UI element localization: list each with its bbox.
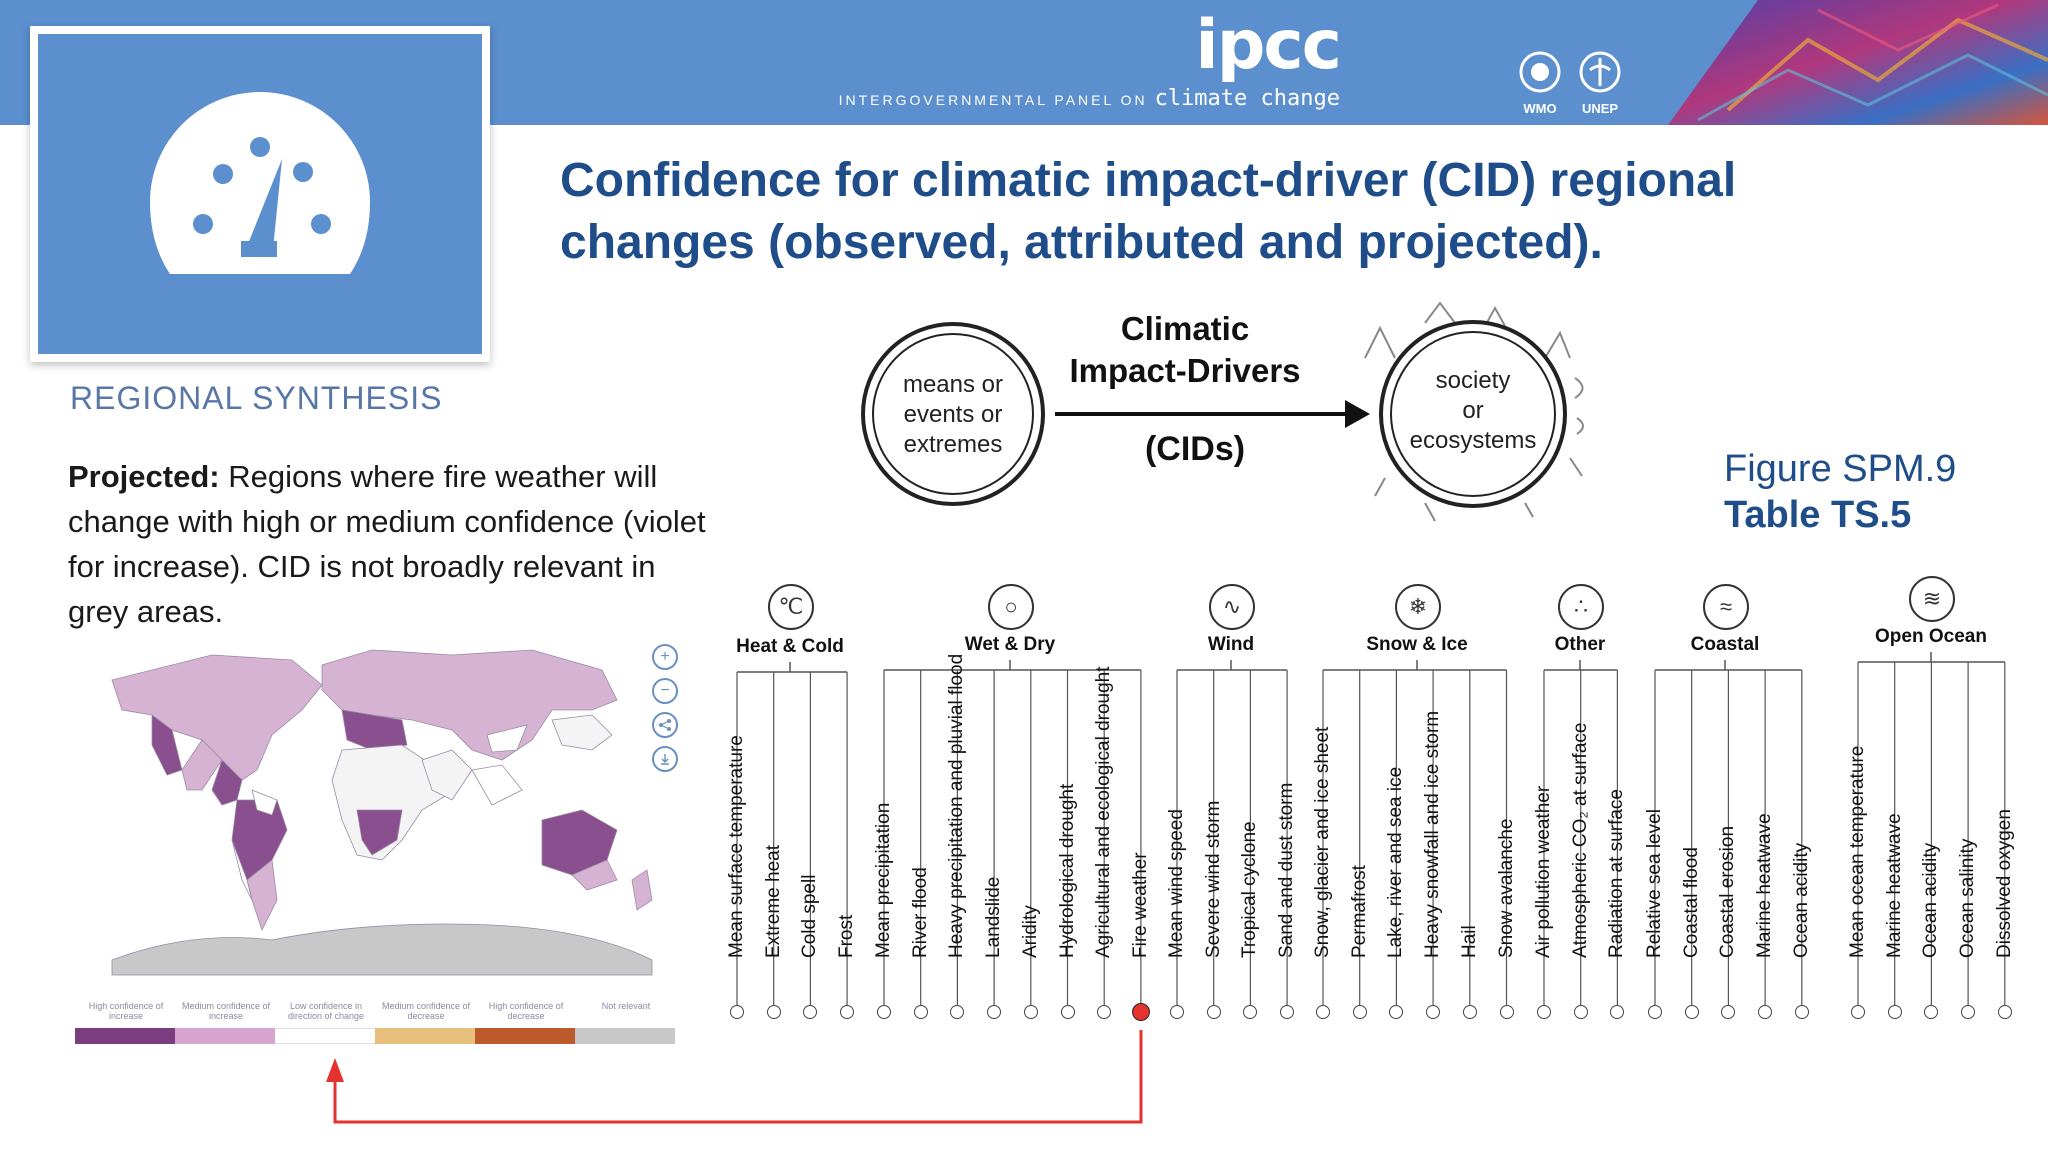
wind-icon: ∿ bbox=[1209, 584, 1255, 630]
legend-swatch-high-increase bbox=[75, 1028, 175, 1044]
legend-swatch-medium-decrease bbox=[375, 1028, 475, 1044]
cid-group-label: Open Ocean bbox=[1875, 626, 1987, 647]
cid-radio[interactable] bbox=[730, 1005, 744, 1019]
cid-radio[interactable] bbox=[1997, 1005, 2012, 1019]
legend-swatch-low-confidence bbox=[275, 1028, 375, 1044]
cid-radio[interactable] bbox=[1721, 1005, 1736, 1019]
cid-radio[interactable] bbox=[1573, 1005, 1588, 1019]
cid-group-label: Coastal bbox=[1690, 634, 1760, 655]
cid-radio[interactable] bbox=[1243, 1005, 1258, 1019]
cid-radio[interactable] bbox=[1426, 1005, 1441, 1019]
cid-radio[interactable] bbox=[1462, 1005, 1477, 1019]
cid-radio[interactable] bbox=[1023, 1005, 1038, 1019]
legend-label-high-increase: High confidence of increase bbox=[88, 1001, 164, 1021]
cid-group-label: Other bbox=[1554, 634, 1606, 655]
cid-group-label: Wind bbox=[1207, 634, 1255, 655]
cid-group-label: Snow & Ice bbox=[1366, 634, 1468, 655]
cid-radio[interactable] bbox=[1499, 1005, 1514, 1019]
page-title: Confidence for climatic impact-driver (C… bbox=[560, 154, 1737, 269]
ocean-waves-icon: ≋ bbox=[1909, 576, 1955, 622]
cid-radio[interactable] bbox=[1851, 1005, 1865, 1019]
legend-swatch-not-relevant bbox=[575, 1028, 675, 1044]
wmo-logo: WMO bbox=[1510, 50, 1570, 116]
legend-label-medium-increase: Medium confidence of increase bbox=[181, 1001, 271, 1021]
cid-group-label: Heat & Cold bbox=[736, 636, 844, 657]
legend-swatch-high-decrease bbox=[475, 1028, 575, 1044]
drivers-circle bbox=[861, 322, 1045, 506]
cid-radio[interactable] bbox=[803, 1005, 818, 1019]
figure-reference: Figure SPM.9 Table TS.5 bbox=[1724, 448, 1957, 536]
cid-radio[interactable] bbox=[1206, 1005, 1221, 1019]
cid-radio[interactable] bbox=[1684, 1005, 1699, 1019]
cid-radio[interactable] bbox=[987, 1005, 1002, 1019]
snowflake-icon: ❄ bbox=[1395, 584, 1441, 630]
cid-radio-selected[interactable] bbox=[1131, 1003, 1150, 1021]
cid-radio[interactable] bbox=[766, 1005, 781, 1019]
cid-radio[interactable] bbox=[1389, 1005, 1404, 1019]
ipcc-logo: ipcc bbox=[1195, 6, 1342, 85]
society-circle bbox=[1379, 320, 1567, 508]
share-icon bbox=[659, 719, 671, 731]
cid-radio[interactable] bbox=[1352, 1005, 1367, 1019]
cid-radio[interactable] bbox=[1610, 1005, 1625, 1019]
cid-radio[interactable] bbox=[1097, 1005, 1112, 1019]
legend-swatch-medium-increase bbox=[175, 1028, 275, 1044]
zoom-out-button[interactable]: − bbox=[652, 678, 678, 704]
cid-radio[interactable] bbox=[1924, 1005, 1939, 1019]
gauge-icon bbox=[150, 92, 370, 274]
cid-radio[interactable] bbox=[1537, 1005, 1551, 1019]
cid-radio[interactable] bbox=[1758, 1005, 1773, 1019]
cid-concept-diagram bbox=[861, 301, 1584, 522]
share-button[interactable] bbox=[652, 712, 678, 738]
particles-icon: ∴ bbox=[1558, 584, 1604, 630]
society-ecosystems-illustration bbox=[1364, 301, 1584, 522]
card-icon-panel bbox=[38, 34, 482, 354]
cid-heading: Climatic Impact-Drivers bbox=[1069, 310, 1301, 389]
world-map bbox=[111, 649, 653, 976]
drivers-circle-text: means or events or extremes bbox=[902, 371, 1004, 458]
card-label: REGIONAL SYNTHESIS bbox=[70, 380, 443, 416]
cid-radio[interactable] bbox=[1961, 1005, 1976, 1019]
projected-description: Projected: Regions where fire weather wi… bbox=[68, 459, 706, 629]
coast-icon: ≈ bbox=[1703, 584, 1749, 630]
cid-abbreviation: (CIDs) bbox=[1144, 430, 1246, 468]
legend-label-medium-decrease: Medium confidence of decrease bbox=[381, 1001, 471, 1021]
cid-radio[interactable] bbox=[913, 1005, 928, 1019]
legend-label-not-relevant: Not relevant bbox=[601, 1001, 651, 1011]
cid-radio[interactable] bbox=[1648, 1005, 1662, 1019]
map-antarctica bbox=[111, 923, 653, 976]
cid-radio[interactable] bbox=[1794, 1005, 1809, 1019]
legend-label-low-confidence: Low confidence in direction of change bbox=[287, 1001, 365, 1021]
water-drop-icon: ○ bbox=[988, 584, 1034, 630]
ipcc-org-name: INTERGOVERNMENTAL PANEL ON climate chang… bbox=[838, 86, 1340, 111]
cid-radio[interactable] bbox=[1887, 1005, 1902, 1019]
unep-emblem-icon bbox=[1579, 51, 1621, 93]
regional-synthesis-card bbox=[30, 26, 490, 362]
cid-radio[interactable] bbox=[1170, 1005, 1184, 1019]
cid-radio[interactable] bbox=[840, 1005, 855, 1019]
thermometer-icon: ℃ bbox=[768, 584, 814, 630]
download-button[interactable] bbox=[652, 746, 678, 772]
header-artwork bbox=[1668, 0, 2048, 125]
ipcc-brand: ipcc INTERGOVERNMENTAL PANEL ON climate … bbox=[839, 6, 1621, 118]
cid-radio[interactable] bbox=[1280, 1005, 1295, 1019]
unep-logo: UNEP bbox=[1570, 50, 1630, 116]
cid-radio[interactable] bbox=[950, 1005, 965, 1019]
cid-radio[interactable] bbox=[1060, 1005, 1075, 1019]
globe-laurel-icon bbox=[1519, 51, 1561, 93]
download-icon bbox=[661, 754, 669, 765]
society-circle-text: society or ecosystems bbox=[1409, 367, 1537, 454]
cid-radio[interactable] bbox=[877, 1005, 891, 1019]
cid-radio[interactable] bbox=[1316, 1005, 1330, 1019]
zoom-in-button[interactable]: + bbox=[652, 644, 678, 670]
cid-group-label: Wet & Dry bbox=[964, 634, 1056, 655]
legend-label-high-decrease: High confidence of decrease bbox=[488, 1001, 564, 1021]
